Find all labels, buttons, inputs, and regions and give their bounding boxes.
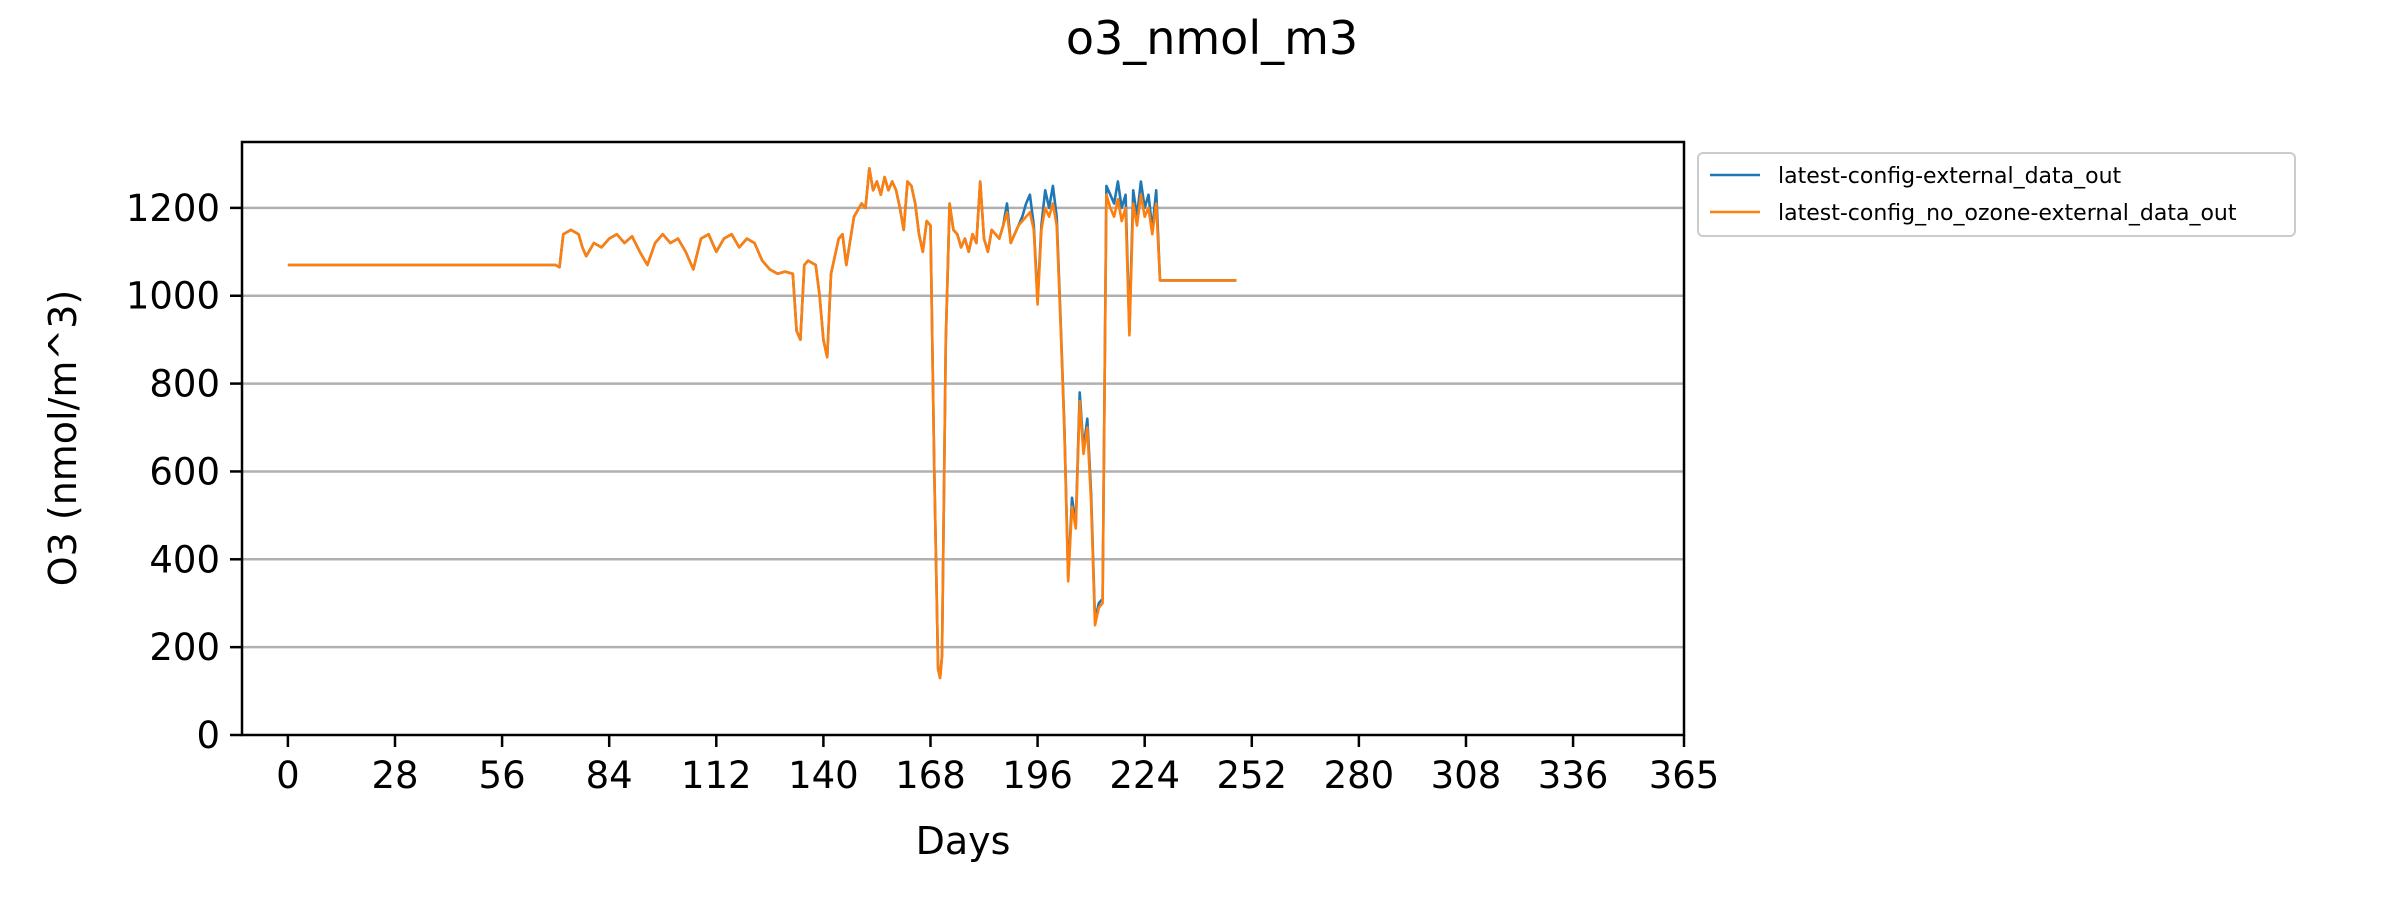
x-tick-label-10: 280 — [1324, 754, 1395, 797]
legend-label-0: latest-config-external_data_out — [1778, 164, 2122, 189]
y-axis-ticks: 0 200 400 600 800 1000 1200 — [126, 187, 242, 757]
x-tick-label-8: 224 — [1109, 754, 1180, 797]
y-tick-label-3: 600 — [149, 450, 220, 493]
x-tick-label-11: 308 — [1431, 754, 1502, 797]
y-axis-label: O3 (nmol/m^3) — [41, 290, 85, 587]
x-tick-label-9: 252 — [1216, 754, 1287, 797]
y-tick-label-0: 0 — [196, 714, 220, 757]
x-axis-ticks: 0 28 56 84 112 140 168 196 224 252 280 308 336 365 — [276, 735, 1719, 797]
x-tick-label-5: 140 — [788, 754, 859, 797]
y-tick-label-2: 400 — [149, 538, 220, 581]
x-tick-label-6: 168 — [895, 754, 966, 797]
legend-frame — [1697, 152, 2296, 237]
x-tick-label-4: 112 — [681, 754, 752, 797]
y-tick-label-4: 800 — [149, 363, 220, 406]
legend: latest-config-external_data_out latest-co… — [1697, 152, 2296, 237]
series-line-1 — [287, 167, 1237, 680]
y-tick-label-6: 1200 — [126, 187, 220, 230]
legend-label-1: latest-config_no_ozone-external_data_out — [1778, 201, 2237, 226]
chart-title: o3_nmol_m3 — [1066, 11, 1358, 65]
x-axis-label: Days — [916, 819, 1011, 863]
x-tick-label-12: 336 — [1538, 754, 1609, 797]
y-tick-label-1: 200 — [149, 626, 220, 669]
x-tick-label-7: 196 — [1002, 754, 1073, 797]
x-tick-label-13: 365 — [1649, 754, 1720, 797]
gridlines — [242, 206, 1684, 649]
x-tick-label-0: 0 — [276, 754, 300, 797]
x-tick-label-1: 28 — [371, 754, 418, 797]
plot-frame — [240, 140, 1686, 737]
series-lines — [287, 167, 1237, 680]
x-tick-label-3: 84 — [586, 754, 633, 797]
x-tick-label-2: 56 — [479, 754, 526, 797]
y-tick-label-5: 1000 — [126, 275, 220, 318]
